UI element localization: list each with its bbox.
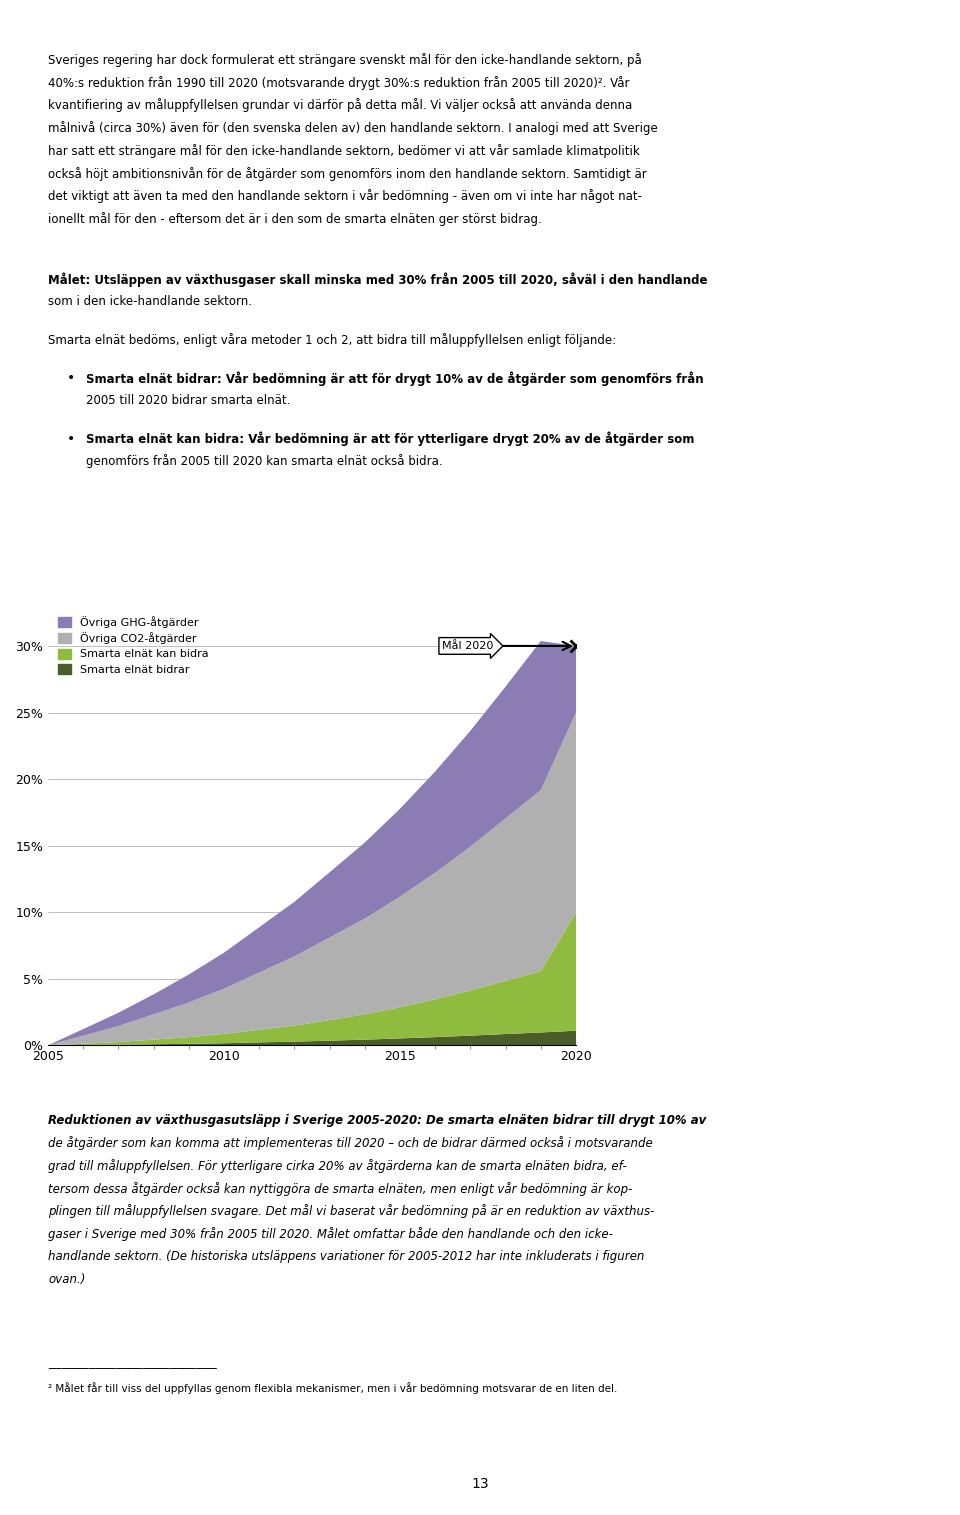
Text: Smarta elnät bidrar: Vår bedömning är att för drygt 10% av de åtgärder som genom: Smarta elnät bidrar: Vår bedömning är at… [86,371,704,386]
Text: Sveriges regering har dock formulerat ett strängare svenskt mål för den icke-han: Sveriges regering har dock formulerat et… [48,53,641,67]
Text: handlande sektorn. (De historiska utsläppens variationer för 2005-2012 har inte : handlande sektorn. (De historiska utsläp… [48,1250,644,1264]
Legend: Övriga GHG-åtgärder, Övriga CO2-åtgärder, Smarta elnät kan bidra, Smarta elnät b: Övriga GHG-åtgärder, Övriga CO2-åtgärder… [54,612,213,679]
Text: målnivå (circa 30%) även för (den svenska delen av) den handlande sektorn. I ana: målnivå (circa 30%) även för (den svensk… [48,121,658,135]
Text: plingen till måluppfyllelsen svagare. Det mål vi baserat vår bedömning på är en : plingen till måluppfyllelsen svagare. De… [48,1204,655,1218]
Text: tersom dessa åtgärder också kan nyttiggöra de smarta elnäten, men enligt vår bed: tersom dessa åtgärder också kan nyttiggö… [48,1182,633,1195]
Text: också höjt ambitionsnivån för de åtgärder som genomförs inom den handlande sekto: också höjt ambitionsnivån för de åtgärde… [48,167,647,180]
Text: Smarta elnät kan bidra: Vår bedömning är att för ytterligare drygt 20% av de åtg: Smarta elnät kan bidra: Vår bedömning är… [86,432,695,447]
Text: har satt ett strängare mål för den icke-handlande sektorn, bedömer vi att vår sa: har satt ett strängare mål för den icke-… [48,144,639,158]
Text: Mål 2020: Mål 2020 [443,641,493,651]
Text: kvantifiering av måluppfyllelsen grundar vi därför på detta mål. Vi väljer också: kvantifiering av måluppfyllelsen grundar… [48,98,633,112]
Text: ─────────────────────────: ───────────────────────── [48,1364,217,1374]
Text: de åtgärder som kan komma att implementeras till 2020 – och de bidrar därmed ock: de åtgärder som kan komma att implemente… [48,1136,653,1150]
Text: Smarta elnät bedöms, enligt våra metoder 1 och 2, att bidra till måluppfyllelsen: Smarta elnät bedöms, enligt våra metoder… [48,333,616,347]
Text: genomförs från 2005 till 2020 kan smarta elnät också bidra.: genomförs från 2005 till 2020 kan smarta… [86,454,443,468]
Text: ovan.): ovan.) [48,1273,85,1286]
Text: ionellt mål för den - eftersom det är i den som de smarta elnäten ger störst bid: ionellt mål för den - eftersom det är i … [48,212,541,226]
Text: Reduktionen av växthusgasutsläpp i Sverige 2005-2020: De smarta elnäten bidrar t: Reduktionen av växthusgasutsläpp i Sveri… [48,1114,707,1127]
Text: •: • [67,432,76,445]
Text: Målet: Utsläppen av växthusgaser skall minska med 30% från 2005 till 2020, såväl: Målet: Utsläppen av växthusgaser skall m… [48,273,708,288]
Text: gaser i Sverige med 30% från 2005 till 2020. Målet omfattar både den handlande o: gaser i Sverige med 30% från 2005 till 2… [48,1227,612,1241]
Text: •: • [67,371,76,385]
Text: ² Målet får till viss del uppfyllas genom flexibla mekanismer, men i vår bedömni: ² Målet får till viss del uppfyllas geno… [48,1382,617,1394]
Text: som i den icke-handlande sektorn.: som i den icke-handlande sektorn. [48,295,252,309]
Text: 2005 till 2020 bidrar smarta elnät.: 2005 till 2020 bidrar smarta elnät. [86,394,291,408]
Text: det viktigt att även ta med den handlande sektorn i vår bedömning - även om vi i: det viktigt att även ta med den handland… [48,189,642,203]
Text: 13: 13 [471,1477,489,1491]
Text: 40%:s reduktion från 1990 till 2020 (motsvarande drygt 30%:s reduktion från 2005: 40%:s reduktion från 1990 till 2020 (mot… [48,76,630,89]
Text: grad till måluppfyllelsen. För ytterligare cirka 20% av åtgärderna kan de smarta: grad till måluppfyllelsen. För ytterliga… [48,1159,627,1173]
